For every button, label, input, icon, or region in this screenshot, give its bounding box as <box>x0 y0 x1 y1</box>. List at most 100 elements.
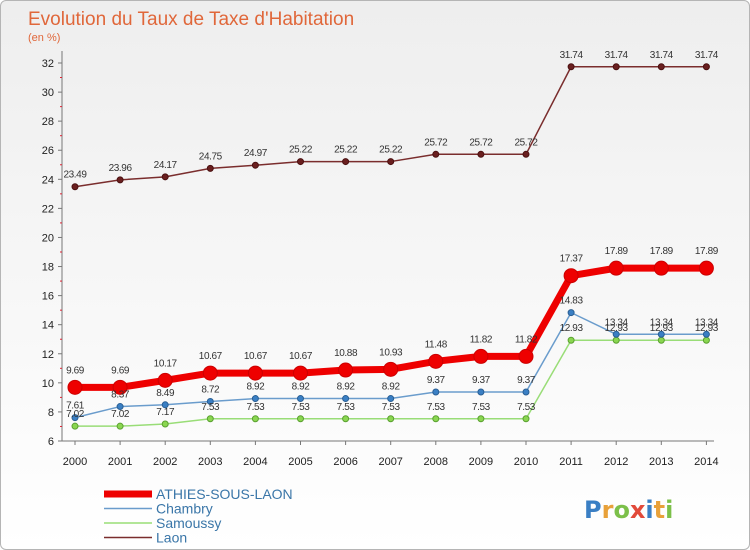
data-point <box>518 348 534 364</box>
x-tick-label: 2014 <box>694 456 718 468</box>
data-label: 23.49 <box>63 170 87 181</box>
data-point <box>477 388 485 396</box>
x-tick-label: 2006 <box>333 456 357 468</box>
data-point <box>71 183 79 191</box>
data-point <box>387 395 395 403</box>
legend-label: Chambry <box>156 501 213 517</box>
data-label: 10.67 <box>199 351 223 362</box>
data-label: 7.53 <box>517 402 536 413</box>
y-tick-label: 30 <box>42 87 54 99</box>
data-point <box>206 164 214 172</box>
y-tick-label: 20 <box>42 232 54 244</box>
data-point <box>342 158 350 166</box>
data-point <box>702 336 710 344</box>
data-label: 9.69 <box>66 365 85 376</box>
data-point <box>702 63 710 71</box>
x-tick-label: 2001 <box>108 456 132 468</box>
data-point <box>428 353 444 369</box>
data-point <box>477 150 485 158</box>
data-label: 25.22 <box>334 145 358 156</box>
data-label: 7.53 <box>472 402 491 413</box>
data-point <box>297 395 304 403</box>
data-point <box>567 63 575 71</box>
logo-letter: P <box>584 496 602 524</box>
legend-label: Samoussy <box>156 515 221 531</box>
x-tick-label: 2011 <box>559 456 583 468</box>
data-point <box>612 63 620 71</box>
y-tick-label: 18 <box>42 262 54 274</box>
logo-letter: t <box>654 496 665 524</box>
data-label: 10.93 <box>379 347 403 358</box>
data-label: 25.72 <box>469 137 493 148</box>
data-point <box>563 268 579 284</box>
data-point <box>522 388 530 396</box>
x-tick-label: 2009 <box>469 456 493 468</box>
data-point <box>71 422 79 430</box>
data-point <box>522 415 530 423</box>
x-tick-label: 2002 <box>153 456 177 468</box>
logo-letter: i <box>645 496 653 524</box>
x-tick-label: 2003 <box>198 456 222 468</box>
data-label: 10.88 <box>334 348 358 359</box>
data-point <box>342 415 350 423</box>
x-tick-label: 2000 <box>63 456 87 468</box>
data-point <box>432 150 440 158</box>
data-point <box>202 365 218 381</box>
data-point <box>432 388 440 396</box>
y-tick-label: 14 <box>42 320 54 332</box>
data-label: 9.69 <box>111 365 130 376</box>
data-label: 7.53 <box>382 402 401 413</box>
data-label: 25.22 <box>379 145 403 156</box>
logo-letter: x <box>630 496 646 524</box>
data-label: 8.92 <box>337 382 356 393</box>
chart-title: Evolution du Taux de Taxe d'Habitation <box>28 9 354 30</box>
x-tick-label: 2004 <box>243 456 267 468</box>
x-tick-label: 2008 <box>424 456 448 468</box>
data-point <box>567 336 575 344</box>
data-label: 24.97 <box>244 148 268 159</box>
data-point <box>657 330 665 338</box>
data-label: 24.75 <box>199 151 223 162</box>
legend-label: Laon <box>156 530 187 546</box>
data-point <box>608 260 624 276</box>
data-point <box>387 415 395 423</box>
data-point <box>251 161 259 169</box>
data-point <box>338 362 354 378</box>
data-label: 10.67 <box>244 351 268 362</box>
logo-letter: o <box>613 496 630 524</box>
y-tick-label: 24 <box>42 174 54 186</box>
data-label: 13.34 <box>650 317 674 328</box>
data-label: 7.53 <box>201 402 220 413</box>
data-label: 7.61 <box>66 401 85 412</box>
data-point <box>612 330 620 338</box>
x-tick-label: 2010 <box>514 456 538 468</box>
data-label: 12.93 <box>560 323 584 334</box>
x-tick-label: 2013 <box>649 456 673 468</box>
y-tick-label: 16 <box>42 291 54 303</box>
data-point <box>522 150 530 158</box>
series-chambry <box>71 309 710 422</box>
data-label: 23.96 <box>109 163 133 174</box>
data-label: 8.37 <box>111 390 130 401</box>
data-label: 8.92 <box>246 382 265 393</box>
data-label: 31.74 <box>695 50 719 61</box>
y-tick-label: 12 <box>42 349 54 361</box>
y-tick-label: 26 <box>42 145 54 157</box>
series-laon <box>71 63 710 191</box>
data-point <box>116 176 124 184</box>
x-tick-label: 2007 <box>378 456 402 468</box>
data-label: 31.74 <box>650 50 674 61</box>
data-point <box>247 365 263 381</box>
series-athies-sous-laon <box>67 260 714 395</box>
data-point <box>161 401 169 409</box>
data-point <box>702 330 710 338</box>
data-point <box>342 395 350 403</box>
data-point <box>161 173 169 181</box>
data-label: 14.83 <box>560 296 584 307</box>
data-label: 11.48 <box>425 339 448 350</box>
data-point <box>71 414 79 422</box>
data-label: 9.37 <box>517 375 536 386</box>
data-label: 7.02 <box>111 409 130 420</box>
